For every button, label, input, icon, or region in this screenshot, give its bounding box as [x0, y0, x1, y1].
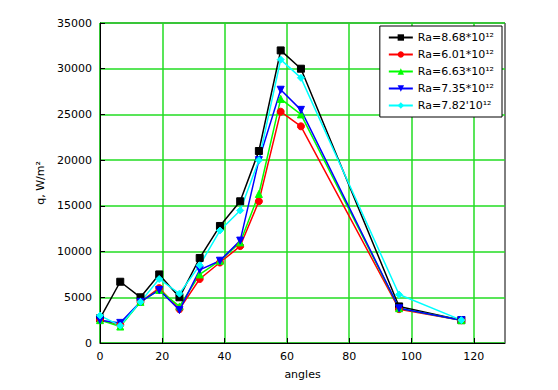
svg-text:q, W/m²: q, W/m²	[34, 161, 47, 205]
svg-text:0: 0	[97, 350, 104, 363]
svg-text:120: 120	[463, 350, 484, 363]
svg-text:angles: angles	[284, 368, 321, 381]
svg-text:30000: 30000	[57, 62, 92, 75]
svg-text:20000: 20000	[57, 154, 92, 167]
svg-text:5000: 5000	[64, 291, 92, 304]
svg-text:Ra=6.01*10¹²: Ra=6.01*10¹²	[418, 48, 494, 61]
svg-text:Ra=7.35*10¹²: Ra=7.35*10¹²	[418, 82, 494, 95]
svg-text:Ra=8.68*10¹²: Ra=8.68*10¹²	[418, 31, 494, 44]
svg-text:15000: 15000	[57, 199, 92, 212]
svg-text:40: 40	[218, 350, 232, 363]
svg-text:80: 80	[342, 350, 356, 363]
svg-text:Ra=6.63*10¹²: Ra=6.63*10¹²	[418, 65, 494, 78]
svg-text:10000: 10000	[57, 245, 92, 258]
svg-text:25000: 25000	[57, 108, 92, 121]
svg-text:100: 100	[401, 350, 422, 363]
svg-text:20: 20	[155, 350, 169, 363]
svg-text:35000: 35000	[57, 17, 92, 30]
svg-text:Ra=7.82'10¹²: Ra=7.82'10¹²	[418, 99, 492, 112]
svg-text:60: 60	[280, 350, 294, 363]
svg-text:0: 0	[85, 337, 92, 350]
